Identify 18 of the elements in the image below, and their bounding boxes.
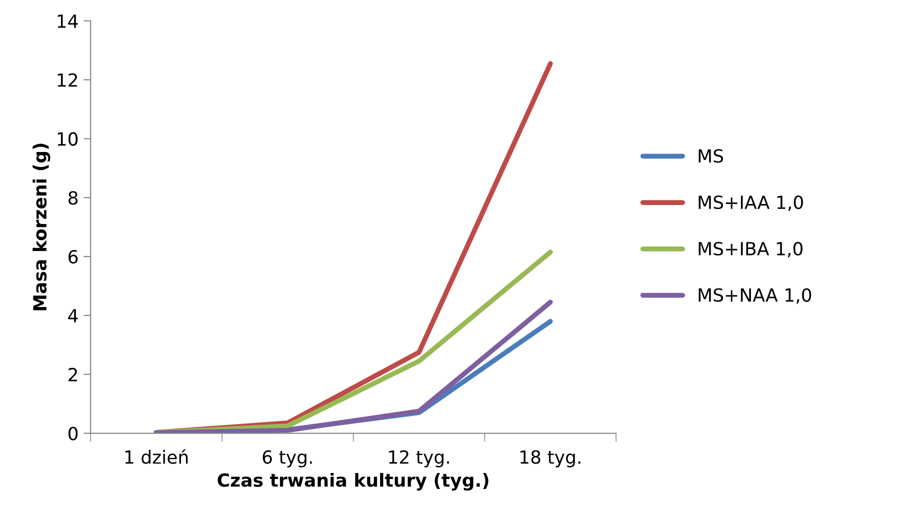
legend-label: MS+IAA 1,0 (698, 195, 803, 211)
y-tick-label: 8 (68, 191, 78, 205)
y-tick-label: 2 (68, 368, 77, 382)
legend-label: MS+IBA 1,0 (698, 242, 802, 258)
y-tick-label: 4 (68, 309, 78, 322)
x-axis-title: Czas trwania kultury (tyg.) (218, 472, 488, 491)
y-axis-title: Masa korzeni (g) (32, 144, 50, 310)
x-tick-label: 18 tyg. (520, 450, 580, 468)
y-tick-label: 12 (58, 73, 77, 87)
y-tick-label: 14 (58, 14, 78, 28)
x-tick-label: 1 dzień (125, 449, 188, 464)
legend-label: MS (698, 149, 724, 163)
y-tick-label: 0 (68, 426, 78, 440)
x-tick-label: 6 tyg. (262, 450, 312, 468)
y-tick-label: 10 (58, 132, 78, 146)
legend-label: MS+NAA 1,0 (698, 288, 812, 304)
y-tick-label: 6 (68, 250, 78, 264)
x-tick-label: 12 tyg. (389, 450, 449, 468)
